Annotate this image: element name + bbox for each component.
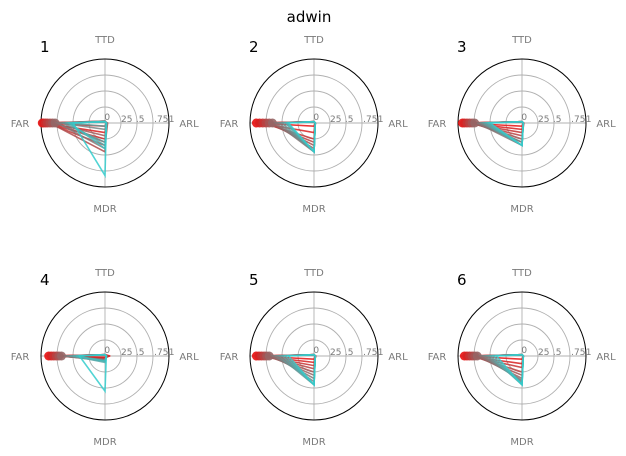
axis-label-arl: ARL: [388, 119, 408, 130]
axis-label-arl: ARL: [179, 352, 199, 363]
axis-label-arl: ARL: [388, 352, 408, 363]
axis-label-far: FAR: [428, 352, 447, 363]
outer-ring: [249, 58, 379, 188]
tick-label: 0: [104, 346, 110, 356]
tick-label: .75: [571, 348, 585, 358]
series-line: [494, 353, 525, 387]
tick-label: 25: [121, 348, 132, 358]
tick-label: .75: [363, 115, 377, 125]
axis-label-arl: ARL: [179, 119, 199, 130]
tick-label: 25: [330, 115, 341, 125]
tick-label: .5: [345, 115, 354, 125]
axis-label-mdr: MDR: [93, 204, 116, 215]
tick-label: 0: [521, 113, 527, 123]
tick-label: 25: [538, 115, 549, 125]
series-line: [71, 120, 108, 179]
panel-number: 2: [249, 38, 259, 56]
axis-label-arl: ARL: [596, 119, 616, 130]
series-line: [487, 120, 525, 147]
panel-number: 4: [40, 271, 50, 289]
tick-label: 25: [330, 348, 341, 358]
tick-label: 0: [104, 113, 110, 123]
axis-label-mdr: MDR: [510, 204, 533, 215]
tick-label: .75: [154, 348, 168, 358]
axis-label-mdr: MDR: [510, 437, 533, 448]
radar-panel-2: 0 25 .5 .75 1 TTD ARL MDR FAR 2: [220, 35, 408, 215]
data-point: [56, 351, 66, 361]
radar-panel-3: 0 25 .5 .75 1 TTD ARL MDR FAR 3: [428, 35, 616, 215]
tick-label: .5: [553, 348, 562, 358]
data-point: [267, 118, 277, 128]
axis-label-ttd: TTD: [303, 268, 324, 279]
data-point: [50, 118, 60, 128]
tick-label: 1: [378, 348, 384, 358]
axis-label-far: FAR: [11, 119, 30, 130]
tick-label: .75: [571, 115, 585, 125]
axis-label-ttd: TTD: [94, 268, 115, 279]
tick-label: .75: [363, 348, 377, 358]
tick-label: .5: [345, 348, 354, 358]
panel-number: 3: [457, 38, 467, 56]
data-point: [470, 118, 480, 128]
tick-label: 25: [121, 115, 132, 125]
figure-title: adwin: [287, 8, 332, 26]
axis-label-mdr: MDR: [93, 437, 116, 448]
tick-label: 1: [586, 348, 592, 358]
radar-panel-6: 0 25 .5 .75 1 TTD ARL MDR FAR 6: [428, 268, 616, 448]
axis-label-mdr: MDR: [302, 437, 325, 448]
axis-label-ttd: TTD: [94, 35, 115, 46]
axis-label-ttd: TTD: [303, 35, 324, 46]
tick-label: 1: [378, 115, 384, 125]
tick-label: 0: [313, 346, 319, 356]
axis-label-ttd: TTD: [511, 268, 532, 279]
panel-number: 1: [40, 38, 50, 56]
axis-label-far: FAR: [220, 119, 239, 130]
tick-label: 0: [313, 113, 319, 123]
axis-label-mdr: MDR: [302, 204, 325, 215]
tick-label: .5: [553, 115, 562, 125]
tick-label: 0: [521, 346, 527, 356]
axis-label-far: FAR: [220, 352, 239, 363]
axis-label-arl: ARL: [596, 352, 616, 363]
series-line: [286, 120, 317, 154]
tick-label: .5: [136, 348, 145, 358]
tick-label: .5: [136, 115, 145, 125]
tick-label: .75: [154, 115, 168, 125]
data-point: [472, 351, 482, 361]
outer-ring: [40, 291, 170, 421]
radar-panel-4: 0 25 .5 .75 1 TTD ARL MDR FAR 4: [11, 268, 199, 448]
tick-label: 1: [169, 348, 175, 358]
radar-panel-5: 0 25 .5 .75 1 TTD ARL MDR FAR 5: [220, 268, 408, 448]
tick-label: 1: [586, 115, 592, 125]
panel-number: 5: [249, 271, 259, 289]
axis-label-far: FAR: [428, 119, 447, 130]
series-line: [77, 353, 108, 394]
axis-label-far: FAR: [11, 352, 30, 363]
series-line: [286, 353, 317, 387]
outer-ring: [249, 291, 379, 421]
tick-label: 25: [538, 348, 549, 358]
outer-ring: [457, 291, 587, 421]
data-point: [264, 351, 274, 361]
panel-number: 6: [457, 271, 467, 289]
tick-label: 1: [169, 115, 175, 125]
axis-label-ttd: TTD: [511, 35, 532, 46]
